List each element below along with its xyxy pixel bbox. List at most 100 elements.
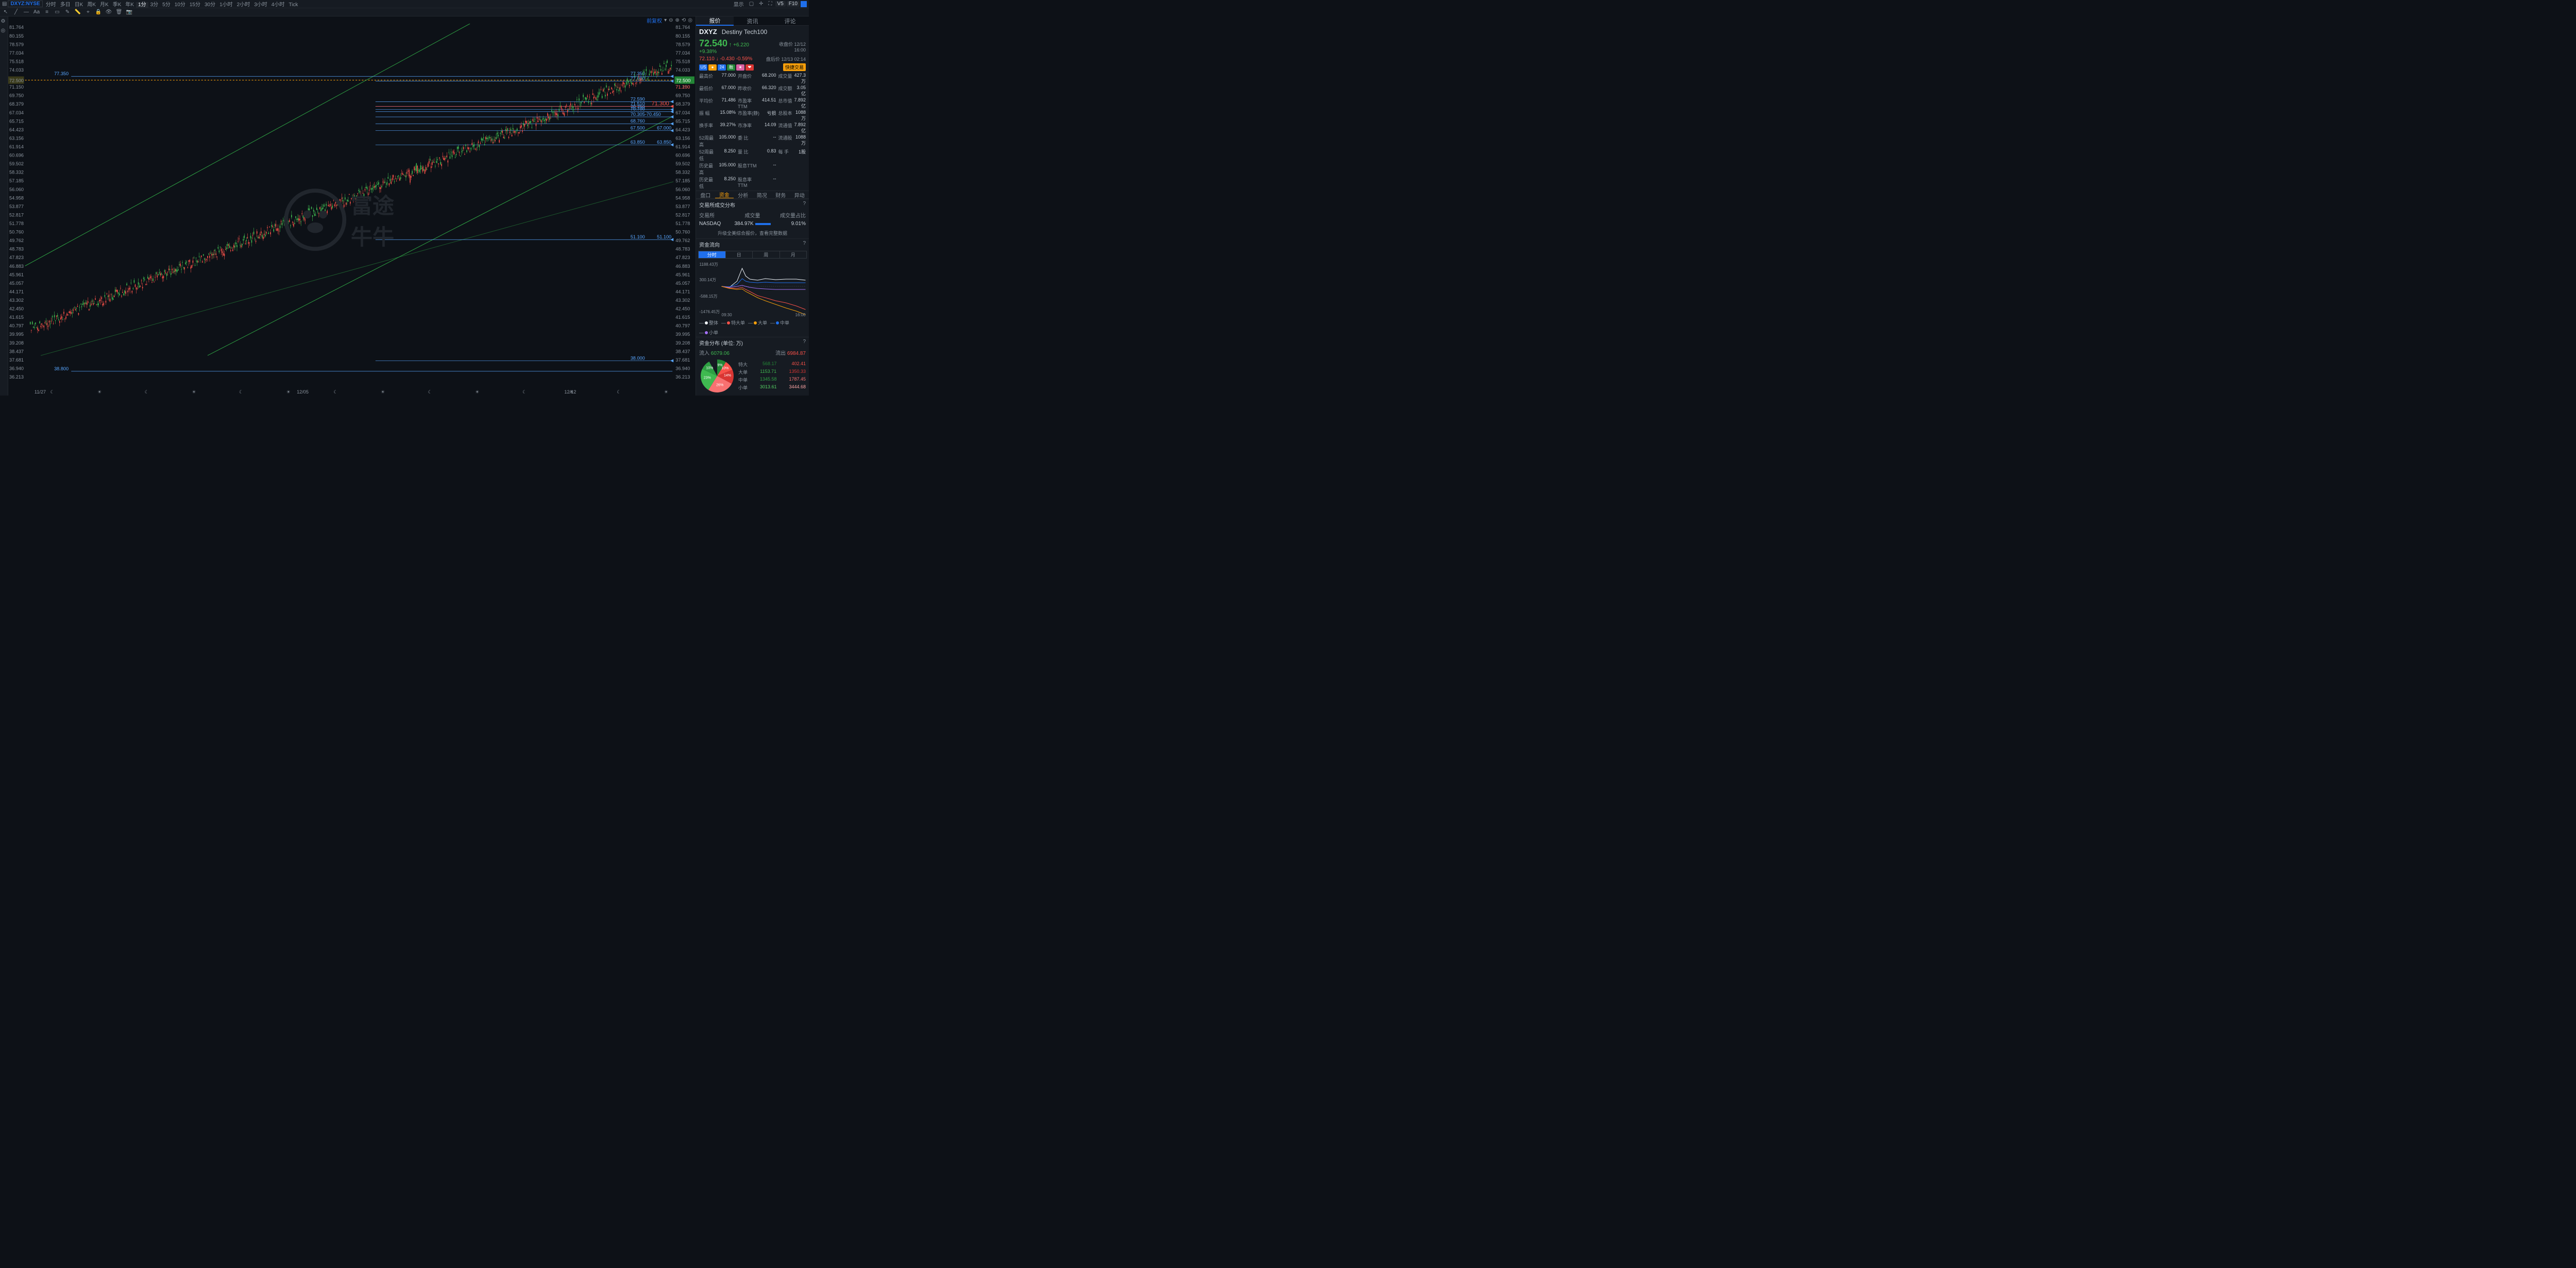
timeframe-4小时[interactable]: 4小时: [269, 2, 287, 8]
svg-text:67.034: 67.034: [9, 110, 24, 115]
f10-badge[interactable]: F10: [787, 1, 800, 7]
svg-text:☀: ☀: [475, 389, 479, 395]
timeframe-2小时[interactable]: 2小时: [235, 2, 252, 8]
tab-news[interactable]: 资讯: [734, 16, 771, 26]
text-icon[interactable]: Aa: [33, 9, 40, 16]
hline-icon[interactable]: —: [23, 9, 30, 16]
timeframe-1小时[interactable]: 1小时: [217, 2, 235, 8]
eye-icon[interactable]: 👁: [105, 9, 112, 16]
compare-icon[interactable]: ◎: [1, 28, 7, 34]
trendline-icon[interactable]: ╱: [12, 9, 20, 16]
adjustment-dropdown[interactable]: 前复权: [647, 16, 662, 24]
symbol-selector[interactable]: DXYZ:NYSE: [8, 1, 42, 7]
fullscreen-icon[interactable]: ⛶: [767, 1, 774, 7]
magnet-icon[interactable]: ⌖: [84, 9, 92, 16]
svg-text:78.579: 78.579: [9, 42, 24, 47]
timeframe-30分[interactable]: 30分: [202, 2, 217, 8]
rect-icon[interactable]: ▭: [54, 9, 61, 16]
svg-text:44.171: 44.171: [675, 289, 690, 294]
timeframe-月K[interactable]: 月K: [98, 2, 111, 8]
lock-icon[interactable]: 🔒: [95, 9, 102, 16]
v5-badge[interactable]: V5: [775, 1, 786, 7]
svg-text:67.500: 67.500: [631, 126, 645, 131]
camera-icon[interactable]: 📷: [126, 9, 133, 16]
timeframe-3小时[interactable]: 3小时: [252, 2, 269, 8]
svg-text:☾: ☾: [617, 389, 621, 395]
timeframe-年K[interactable]: 年K: [123, 2, 136, 8]
svg-text:81.764: 81.764: [675, 25, 690, 30]
svg-text:45.961: 45.961: [9, 272, 24, 277]
timeframe-1分[interactable]: 1分: [136, 2, 148, 8]
svg-text:78.579: 78.579: [675, 42, 690, 47]
timeframe-分时[interactable]: 分时: [44, 2, 58, 8]
tab-quote[interactable]: 报价: [696, 16, 734, 26]
timeframe-多日[interactable]: 多日: [58, 2, 73, 8]
crosshair-icon[interactable]: ✛: [757, 1, 765, 7]
svg-text:☀: ☀: [286, 389, 291, 395]
svg-text:61.914: 61.914: [675, 144, 690, 149]
chart-canvas[interactable]: 富途牛牛 81.76481.76480.15580.15578.57978.57…: [8, 24, 696, 396]
pin-icon[interactable]: [801, 1, 807, 7]
tab-comments[interactable]: 评论: [771, 16, 809, 26]
timeframe-3分[interactable]: 3分: [148, 2, 161, 8]
flow-tf-month[interactable]: 月: [780, 251, 807, 258]
timeframe-15分[interactable]: 15分: [188, 2, 202, 8]
quick-trade-button[interactable]: 快捷交易: [783, 63, 806, 71]
flow-tf-day[interactable]: 日: [726, 251, 753, 258]
svg-text:41.615: 41.615: [9, 315, 24, 320]
display-menu[interactable]: 显示: [732, 0, 746, 8]
svg-text:59.502: 59.502: [675, 161, 690, 166]
svg-text:46.883: 46.883: [9, 264, 24, 269]
cursor-icon[interactable]: ↖: [2, 9, 9, 16]
svg-text:☀: ☀: [664, 389, 668, 395]
reset-icon[interactable]: ⟲: [682, 18, 686, 23]
subtab-analysis[interactable]: 分析: [734, 191, 753, 198]
last-price: 72.540: [699, 38, 727, 48]
zoom-out-icon[interactable]: ⊖: [669, 18, 673, 23]
timeframe-季K[interactable]: 季K: [111, 2, 124, 8]
settings-icon[interactable]: ⚙: [1, 19, 7, 25]
svg-text:57.185: 57.185: [675, 178, 690, 183]
ruler-icon[interactable]: 📏: [74, 9, 81, 16]
upgrade-message[interactable]: 升级全美综合报价，查看完整数据: [696, 228, 809, 238]
svg-text:75.518: 75.518: [9, 59, 24, 64]
target-icon[interactable]: ◎: [688, 18, 692, 23]
svg-text:☾: ☾: [50, 389, 54, 395]
layout-icon[interactable]: ▢: [747, 1, 756, 7]
svg-text:59.502: 59.502: [9, 161, 24, 166]
trash-icon[interactable]: 🗑: [115, 9, 123, 16]
zoom-in-icon[interactable]: ⊕: [675, 18, 679, 23]
subtab-unusual[interactable]: 异动: [790, 191, 809, 198]
timeframe-Tick[interactable]: Tick: [286, 2, 300, 8]
svg-text:71.150: 71.150: [9, 84, 24, 90]
flow-tf-week[interactable]: 周: [753, 251, 780, 258]
timeframe-10分[interactable]: 10分: [173, 2, 188, 8]
subtab-level2[interactable]: 盘口: [696, 191, 715, 198]
svg-text:67.034: 67.034: [675, 110, 690, 115]
timeframe-5分[interactable]: 5分: [160, 2, 173, 8]
dist-title: 资金分布 (单位: 万): [699, 339, 743, 347]
svg-text:38.800: 38.800: [54, 366, 69, 371]
svg-text:60.696: 60.696: [9, 153, 24, 158]
exchange-row: NASDAQ 384.97K 9.01%: [696, 220, 809, 228]
svg-text:-588.15万: -588.15万: [700, 294, 718, 299]
svg-text:38.437: 38.437: [675, 349, 690, 354]
brush-icon[interactable]: ✎: [64, 9, 71, 16]
svg-text:77.350: 77.350: [54, 71, 69, 76]
svg-text:77.034: 77.034: [9, 50, 24, 56]
subtab-financials[interactable]: 财务: [771, 191, 790, 198]
svg-text:43.302: 43.302: [9, 298, 24, 303]
subtab-funds[interactable]: 资金: [715, 191, 734, 198]
svg-text:56.060: 56.060: [675, 187, 690, 192]
svg-text:50.760: 50.760: [9, 230, 24, 235]
svg-text:26%: 26%: [716, 383, 723, 387]
svg-text:52.817: 52.817: [9, 212, 24, 217]
svg-text:80.155: 80.155: [9, 33, 24, 39]
badge-gr-icon: 融: [727, 64, 735, 71]
timeframe-周K[interactable]: 周K: [85, 2, 98, 8]
flow-tf-intraday[interactable]: 分时: [699, 251, 726, 258]
svg-text:74.033: 74.033: [9, 67, 24, 73]
fib-icon[interactable]: ≡: [43, 9, 50, 16]
timeframe-日K[interactable]: 日K: [73, 2, 86, 8]
subtab-profile[interactable]: 简况: [753, 191, 772, 198]
